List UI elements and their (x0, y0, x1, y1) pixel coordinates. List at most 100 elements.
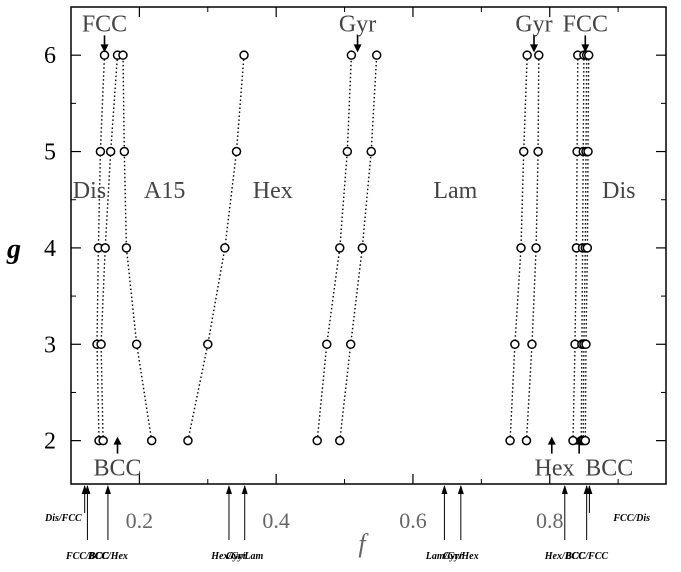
x-axis-label: f (358, 529, 369, 558)
data-point (312, 435, 322, 446)
plot-frame-layer (70, 6, 667, 485)
arrow-head (113, 436, 122, 445)
data-point (583, 146, 593, 157)
transition-arrow-head (104, 485, 111, 494)
transition-label: FCC/BCC (65, 551, 109, 562)
data-point (96, 339, 106, 350)
data-point (118, 50, 128, 60)
x-tick-label: 0.6 (399, 508, 427, 533)
data-point (581, 339, 591, 350)
structure-label: BCC (93, 456, 141, 482)
data-point (183, 435, 193, 446)
data-point (346, 50, 357, 60)
data-point (131, 339, 142, 350)
transition-label: Dis/FCC (44, 513, 82, 524)
arrow-head (100, 44, 109, 53)
arrow-head (547, 436, 556, 445)
data-point (203, 339, 213, 350)
data-point (335, 435, 345, 446)
data-point (100, 243, 110, 253)
series-line (187, 55, 245, 441)
y-tick-label: 3 (44, 332, 56, 358)
transition-arrow-head (586, 485, 593, 494)
data-point (580, 435, 591, 446)
arrow-head (530, 44, 539, 53)
data-point (345, 339, 356, 350)
data-point (357, 243, 368, 253)
transition-label: Lam/Gyr (425, 551, 463, 562)
data-point (518, 146, 529, 157)
data-point (522, 50, 532, 60)
data-point (105, 146, 116, 157)
transition-label: BCC/FCC (564, 551, 608, 562)
phase-label: Hex (253, 178, 293, 204)
data-point (527, 339, 537, 350)
data-point (531, 243, 541, 253)
transition-arrow-head (561, 485, 568, 494)
data-point (342, 146, 353, 157)
transition-label: Gyr/Hex (443, 551, 479, 562)
data-point (231, 146, 242, 157)
x-tick-label: 0.2 (126, 508, 154, 533)
data-point (583, 50, 594, 60)
transition-label: Hex/BCC (544, 551, 585, 562)
data-point (220, 243, 230, 253)
phase-label: Dis (602, 178, 635, 204)
structure-label: Gyr (339, 11, 376, 37)
structure-label: Gyr (515, 11, 552, 37)
data-point (516, 243, 526, 253)
transition-arrow-head (84, 485, 91, 494)
phase-label: Lam (433, 178, 477, 204)
transition-label: Hex/Gyr (210, 551, 247, 562)
transition-label: BCC/Hex (87, 551, 128, 562)
plot-frame (70, 6, 667, 485)
transition-label: FCC/Dis (612, 513, 650, 524)
y-tick-label: 6 (44, 43, 56, 69)
y-tick-label: 4 (44, 236, 56, 262)
series-line (122, 55, 153, 441)
structure-label: Hex (535, 456, 575, 482)
transition-arrow-head (241, 485, 248, 494)
transition-arrow-head (457, 485, 464, 494)
data-point (366, 146, 376, 157)
data-point (371, 50, 382, 60)
data-point (582, 243, 593, 253)
data-point (505, 435, 515, 446)
transition-label: Gyr/Lam (226, 551, 263, 562)
phase-label: Dis (73, 178, 106, 204)
data-point (510, 339, 520, 350)
arrow-head (353, 44, 362, 53)
phase-label: A15 (144, 178, 185, 204)
data-point (239, 50, 249, 60)
structure-label: FCC (82, 11, 127, 37)
label-layer: Dis A15 Hex Lam Dis FCC Gyr Gyr FCC BCC Hex BCC (73, 11, 636, 481)
x-tick-label: 0.8 (536, 508, 564, 533)
transition-arrow-head (441, 485, 448, 494)
data-point (521, 435, 532, 446)
data-point (98, 435, 108, 446)
series-layer (92, 50, 594, 446)
tick-layer: 0.2 0.4 0.6 0.8 2 3 4 5 6 (44, 7, 666, 533)
data-point (322, 339, 332, 350)
y-tick-label: 5 (44, 140, 56, 166)
series-line (339, 55, 378, 441)
data-point (146, 435, 157, 446)
arrow-head (575, 436, 584, 445)
arrow-head (581, 44, 590, 53)
data-point (533, 146, 543, 157)
x-tick-label: 0.4 (262, 508, 290, 533)
data-point (534, 50, 544, 60)
data-point (121, 243, 132, 253)
y-axis-label: g (6, 234, 21, 265)
data-point (119, 146, 130, 157)
transition-arrow-head (225, 485, 232, 494)
series-line (316, 55, 353, 441)
data-point (335, 243, 345, 253)
structure-label: FCC (563, 11, 608, 37)
data-point (99, 50, 110, 60)
y-tick-label: 2 (44, 429, 56, 455)
data-point (95, 146, 106, 157)
structure-label: BCC (585, 456, 633, 482)
